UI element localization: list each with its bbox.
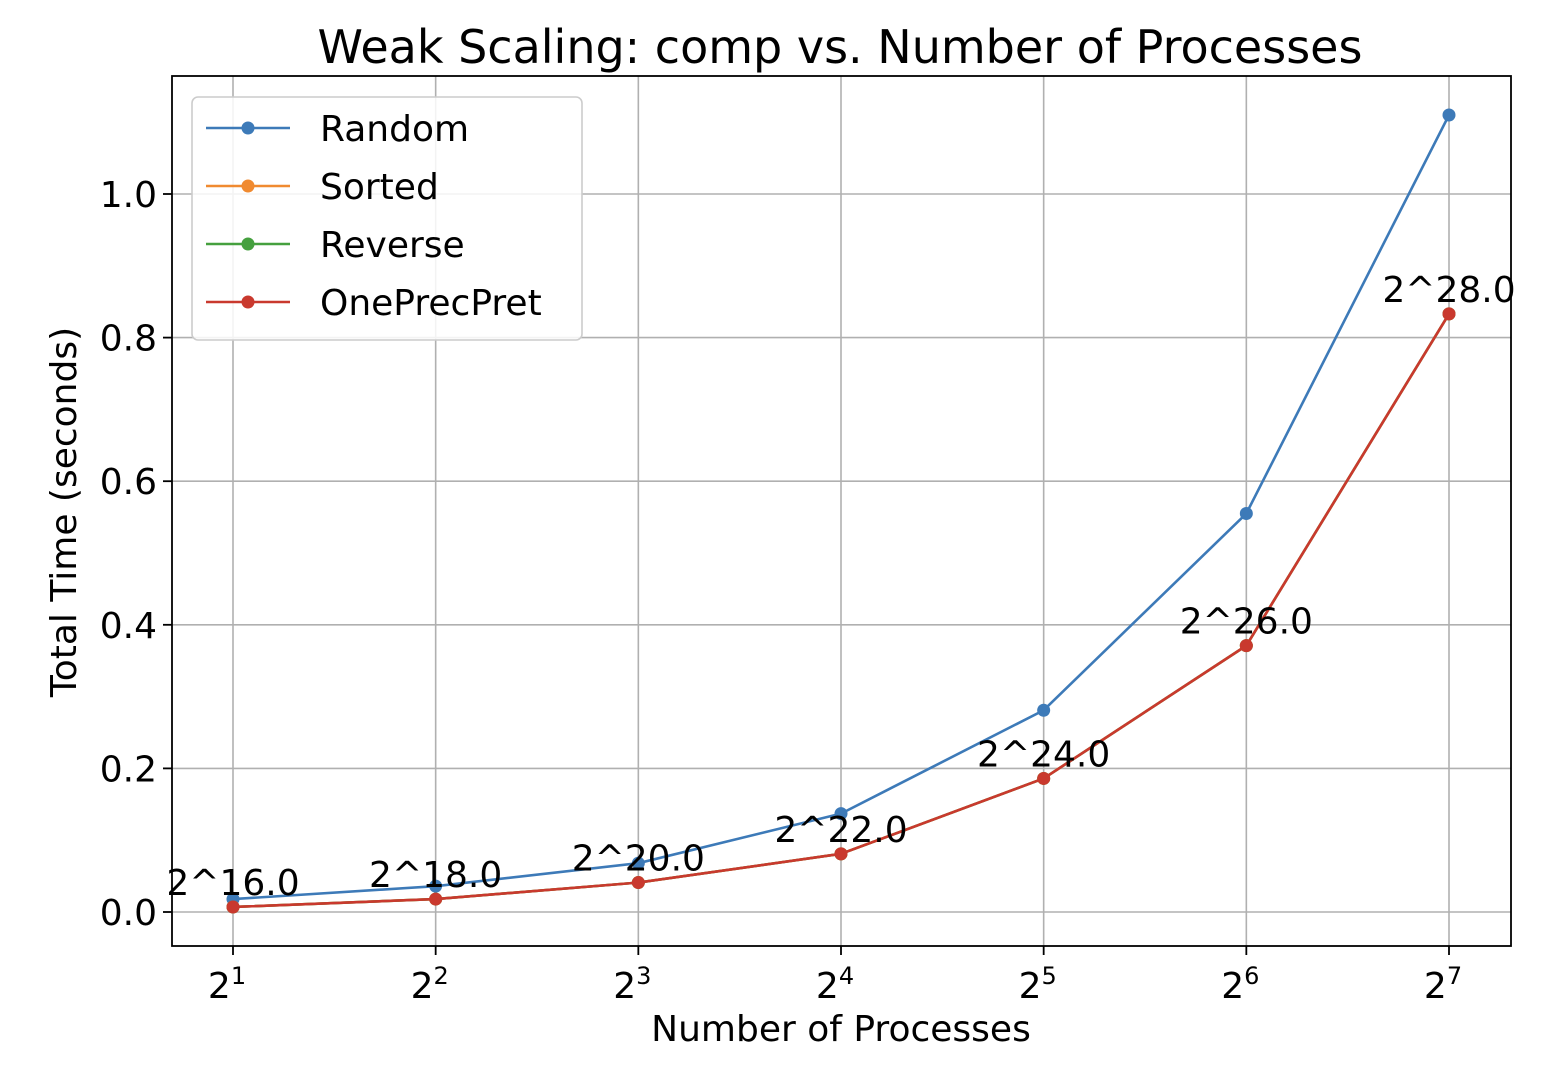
- data-point-random: [631, 856, 645, 870]
- x-tick-label: 26: [1221, 962, 1259, 1007]
- data-point-random: [1037, 703, 1051, 717]
- point-annotation: 2^28.0: [1382, 270, 1515, 311]
- y-tick-label: 0.4: [100, 606, 157, 647]
- annotation-layer: 2^16.0 2^18.0 2^20.0 2^22.0 2^24.0 2^26.0 2^28…: [166, 270, 1515, 904]
- chart-title: Weak Scaling: comp vs. Number of Process…: [318, 20, 1363, 74]
- x-axis-label: Number of Processes: [651, 1009, 1031, 1050]
- legend-item-sorted: Sorted: [206, 167, 439, 208]
- legend-label-oneprecpret: OnePrecPret: [320, 283, 542, 324]
- point-annotation: 2^16.0: [166, 863, 299, 904]
- legend-item-random: Random: [206, 109, 469, 150]
- x-tick-label: 23: [613, 962, 651, 1007]
- series-oneprecpret: [226, 307, 1456, 914]
- data-point-oneprecpret: [226, 900, 240, 914]
- legend-marker-random: [241, 121, 255, 135]
- legend-item-reverse: Reverse: [206, 225, 465, 266]
- legend-label-sorted: Sorted: [320, 167, 439, 208]
- point-annotation: 2^20.0: [572, 839, 705, 880]
- legend-frame: [191, 96, 583, 341]
- x-axis-ticks: 21 22 23 24 25 26 27: [208, 946, 1462, 1007]
- data-point-random: [834, 807, 848, 821]
- x-tick-label: 22: [411, 962, 449, 1007]
- point-annotation: 2^26.0: [1180, 602, 1313, 643]
- point-annotation: 2^18.0: [369, 855, 502, 896]
- legend-marker-sorted: [241, 179, 255, 193]
- legend-label-random: Random: [320, 109, 469, 150]
- data-point-oneprecpret: [429, 892, 443, 906]
- data-point-oneprecpret: [1239, 639, 1253, 653]
- grid-layer: [172, 76, 1511, 946]
- data-point-random: [1239, 507, 1253, 521]
- x-tick-label: 25: [1019, 962, 1057, 1007]
- data-point-random: [429, 879, 443, 893]
- y-axis-ticks: 0.0 0.2 0.4 0.6 0.8 1.0: [100, 175, 172, 934]
- y-tick-label: 0.8: [100, 319, 157, 360]
- data-point-oneprecpret: [1037, 771, 1051, 785]
- data-point-random: [1442, 108, 1456, 122]
- data-point-oneprecpret: [834, 847, 848, 861]
- legend-items: Random Sorted Reverse OnePrecPret: [206, 109, 542, 324]
- y-tick-label: 0.2: [100, 749, 157, 790]
- legend-label-reverse: Reverse: [320, 225, 465, 266]
- y-tick-label: 0.0: [100, 893, 157, 934]
- y-tick-label: 1.0: [100, 175, 157, 216]
- x-tick-label: 24: [816, 962, 854, 1007]
- legend-item-oneprecpret: OnePrecPret: [206, 283, 542, 324]
- legend-marker-reverse: [241, 237, 255, 251]
- y-axis-label: Total Time (seconds): [44, 327, 85, 698]
- point-annotation: 2^22.0: [774, 810, 907, 851]
- legend-marker-oneprecpret: [241, 295, 255, 309]
- data-point-oneprecpret: [631, 876, 645, 890]
- series-layer: [226, 108, 1456, 914]
- x-tick-label: 27: [1424, 962, 1462, 1007]
- y-tick-label: 0.6: [100, 462, 157, 503]
- x-tick-label: 21: [208, 962, 246, 1007]
- data-point-oneprecpret: [1442, 307, 1456, 321]
- point-annotation: 2^24.0: [977, 734, 1110, 775]
- legend: Random Sorted Reverse OnePrecPret: [191, 96, 583, 341]
